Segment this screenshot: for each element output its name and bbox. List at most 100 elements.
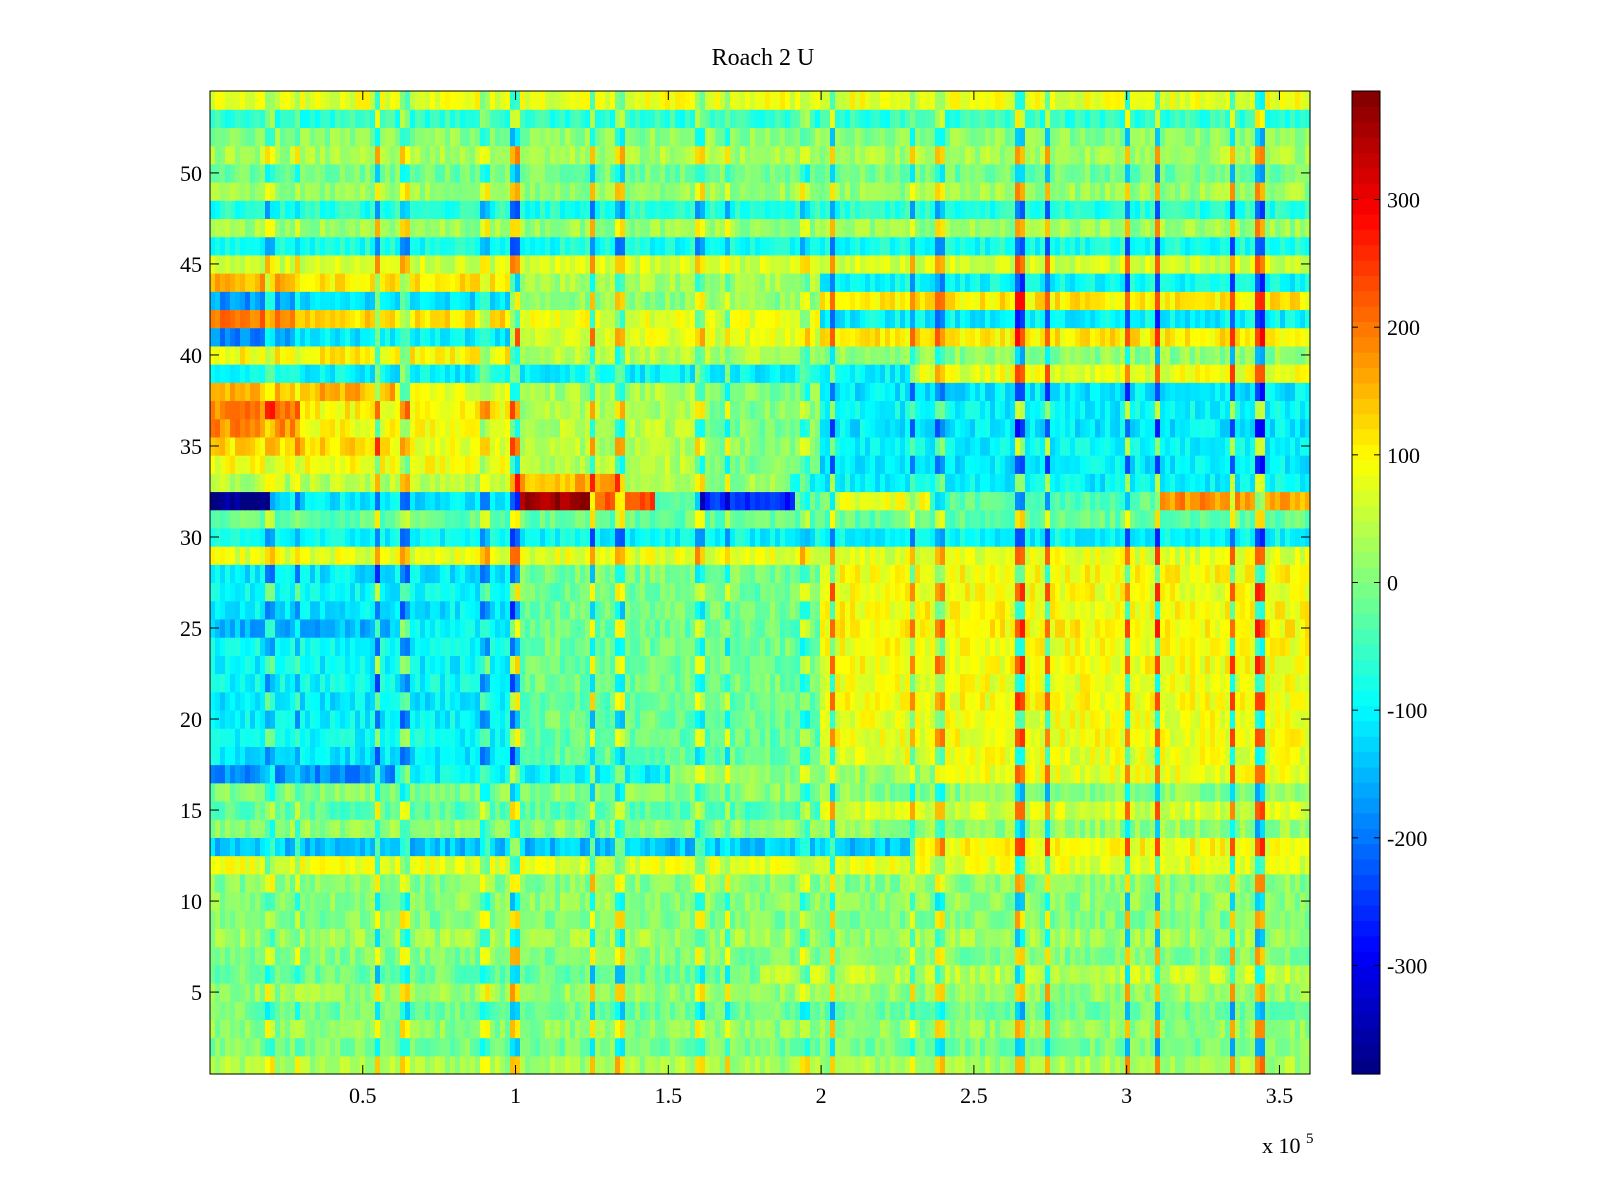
heatmap-cell (1245, 782, 1251, 802)
heatmap-cell (445, 837, 451, 857)
heatmap-cell (715, 655, 721, 675)
heatmap-cell (1180, 946, 1186, 966)
heatmap-cell (795, 728, 801, 747)
heatmap-cell (550, 946, 556, 966)
heatmap-cell (745, 946, 751, 966)
heatmap-cell (1030, 928, 1036, 948)
heatmap-cell (800, 891, 806, 911)
heatmap-cell (835, 655, 841, 675)
heatmap-cell (815, 764, 821, 784)
heatmap-cell (1260, 946, 1266, 966)
heatmap-cell (1030, 855, 1036, 875)
heatmap-cell (1165, 891, 1171, 911)
heatmap-cell (940, 691, 946, 711)
heatmap-cell (620, 1037, 626, 1057)
heatmap-cell (270, 982, 276, 1002)
heatmap-cell (340, 655, 346, 675)
heatmap-cell (945, 764, 951, 784)
heatmap-cell (700, 1001, 706, 1020)
heatmap-cell (460, 1019, 466, 1039)
heatmap-cell (1055, 982, 1061, 1002)
heatmap-cell (1210, 946, 1216, 966)
heatmap-cell (955, 1019, 961, 1039)
heatmap-cell (1040, 910, 1046, 929)
heatmap-cell (520, 1019, 526, 1039)
heatmap-cell (1085, 709, 1091, 729)
heatmap-cell (410, 946, 416, 966)
heatmap-cell (245, 1055, 251, 1075)
heatmap-cell (810, 855, 816, 875)
heatmap-cell (880, 873, 886, 893)
heatmap-cell (1010, 728, 1016, 747)
heatmap-cell (615, 819, 621, 838)
heatmap-cell (585, 782, 591, 802)
heatmap-cell (420, 964, 426, 984)
heatmap-cell (1295, 1019, 1301, 1039)
heatmap-cell (1215, 1001, 1221, 1020)
heatmap-cell (1100, 910, 1106, 929)
heatmap-cell (955, 873, 961, 893)
heatmap-cell (245, 873, 251, 893)
heatmap-cell (945, 855, 951, 875)
heatmap-cell (390, 764, 396, 784)
heatmap-cell (720, 1001, 726, 1020)
heatmap-cell (1180, 800, 1186, 820)
heatmap-cell (920, 946, 926, 966)
heatmap-cell (855, 673, 861, 693)
heatmap-cell (210, 946, 216, 966)
heatmap-cell (860, 673, 866, 693)
heatmap-cell (895, 709, 901, 729)
heatmap-cell (1250, 1019, 1256, 1039)
heatmap-cell (420, 1037, 426, 1057)
heatmap-cell (290, 746, 296, 766)
heatmap-cell (1305, 1055, 1311, 1075)
heatmap-cell (1125, 746, 1131, 766)
heatmap-cell (1280, 709, 1286, 729)
heatmap-cell (665, 819, 671, 838)
heatmap-cell (565, 1001, 571, 1020)
heatmap-cell (805, 691, 811, 711)
heatmap-cell (235, 1019, 241, 1039)
heatmap-cell (1235, 964, 1241, 984)
heatmap-cell (970, 855, 976, 875)
heatmap-cell (285, 800, 291, 820)
heatmap-cell (720, 928, 726, 948)
heatmap-cell (1140, 1019, 1146, 1039)
heatmap-cell (1025, 1019, 1031, 1039)
heatmap-cell (555, 946, 561, 966)
heatmap-cell (695, 1055, 701, 1075)
heatmap-cell (300, 910, 306, 929)
heatmap-cell (1105, 782, 1111, 802)
heatmap-cell (860, 655, 866, 675)
heatmap-cell (765, 782, 771, 802)
heatmap-cell (1070, 1055, 1076, 1075)
heatmap-cell (330, 964, 336, 984)
heatmap-cell (760, 910, 766, 929)
heatmap-cell (295, 928, 301, 948)
heatmap-cell (490, 910, 496, 929)
heatmap-cell (440, 910, 446, 929)
heatmap-cell (1010, 800, 1016, 820)
heatmap-cell (1035, 946, 1041, 966)
heatmap-cell (1285, 837, 1291, 857)
heatmap-cell (935, 691, 941, 711)
heatmap-cell (475, 691, 481, 711)
heatmap-cell (220, 800, 226, 820)
heatmap-cell (1085, 728, 1091, 747)
heatmap-cell (520, 928, 526, 948)
heatmap-cell (625, 982, 631, 1002)
heatmap-cell (350, 1037, 356, 1057)
heatmap-cell (1270, 819, 1276, 838)
heatmap-cell (245, 1037, 251, 1057)
heatmap-cell (295, 837, 301, 857)
heatmap-cell (710, 1055, 716, 1075)
heatmap-cell (690, 1019, 696, 1039)
heatmap-cell (335, 800, 341, 820)
heatmap-cell (1055, 1037, 1061, 1057)
heatmap-cell (515, 800, 521, 820)
heatmap-cell (585, 800, 591, 820)
heatmap-cell (525, 691, 531, 711)
heatmap-cell (730, 709, 736, 729)
heatmap-cell (695, 728, 701, 747)
heatmap-cell (1225, 928, 1231, 948)
